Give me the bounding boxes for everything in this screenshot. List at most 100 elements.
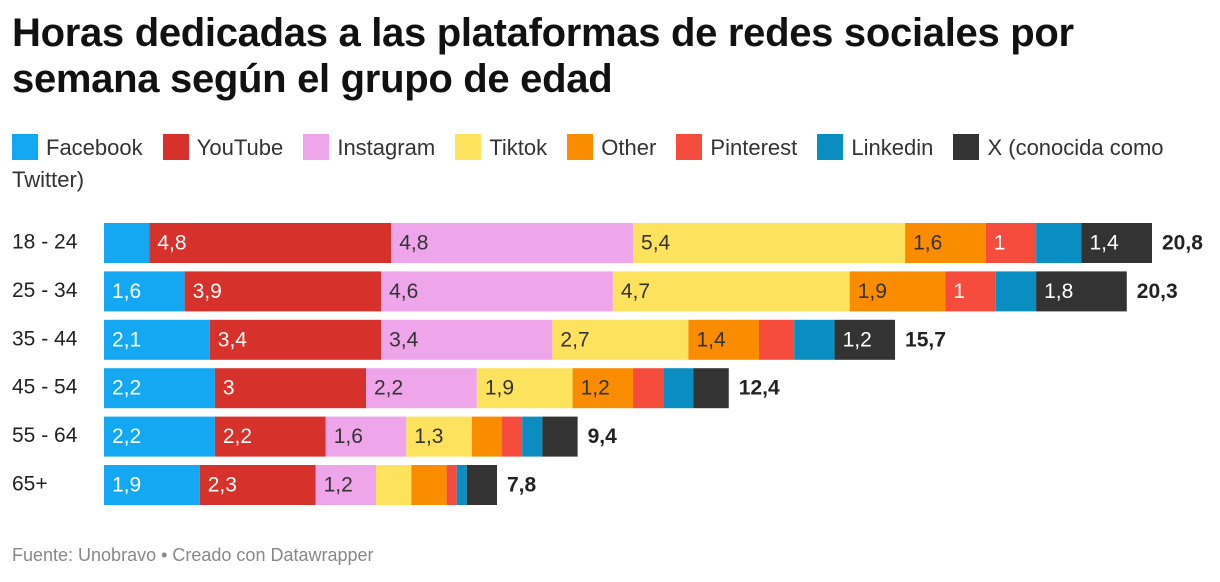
bar-segment: [184, 271, 382, 312]
bar-segment: [572, 368, 634, 409]
value-label: 1: [953, 280, 965, 303]
y-tick-label: 25 - 34: [12, 279, 78, 302]
legend-label: YouTube: [196, 135, 284, 160]
bar-segment: [214, 368, 366, 409]
bar-segment: [794, 319, 835, 360]
value-label: 4,8: [157, 232, 186, 255]
value-label: 1,9: [112, 474, 141, 497]
value-label: 4,6: [389, 280, 418, 303]
bar-segment: [214, 416, 326, 457]
legend-item: Instagram: [303, 134, 436, 160]
bar-segment: [104, 465, 200, 505]
value-label: 1: [994, 232, 1006, 255]
bar-segment: [693, 368, 729, 409]
bar-segment: [663, 368, 694, 409]
value-label: 1,9: [858, 280, 887, 303]
legend-label: Facebook: [46, 135, 143, 160]
value-label: 2,3: [208, 474, 237, 497]
bar-segment: [633, 368, 664, 409]
bar-segment: [522, 416, 543, 457]
source-note: Fuente: Unobravo • Creado con Datawrappe…: [12, 545, 374, 565]
bar-segment: [104, 416, 215, 457]
value-label: 1,2: [581, 377, 610, 400]
value-label: 2,2: [112, 425, 141, 448]
value-label: 3: [223, 377, 235, 400]
value-label: 5,4: [641, 232, 671, 255]
value-label: 1,2: [324, 474, 353, 497]
total-label: 12,4: [739, 377, 780, 400]
bar-segment: [104, 271, 185, 312]
value-label: 1,9: [485, 377, 514, 400]
legend-item: X (conocida como Twitter): [12, 134, 1164, 192]
total-label: 7,8: [507, 474, 537, 497]
y-tick-label: 18 - 24: [12, 231, 78, 254]
value-label: 2,2: [223, 425, 252, 448]
bar-segment: [1081, 223, 1152, 263]
legend-swatch: [162, 134, 189, 160]
legend-label: Other: [601, 135, 657, 160]
legend-label: Tiktok: [489, 135, 548, 160]
legend-label: Linkedin: [851, 135, 934, 160]
legend-item: Facebook: [12, 134, 143, 160]
legend-label: Pinterest: [710, 135, 798, 160]
legend-item: Pinterest: [676, 134, 798, 160]
bar-segment: [633, 223, 906, 263]
value-label: 1,8: [1044, 280, 1073, 303]
y-tick-label: 45 - 54: [12, 376, 78, 399]
total-label: 15,7: [905, 328, 946, 351]
legend-swatch: [953, 134, 980, 160]
value-label: 1,2: [843, 328, 872, 351]
bar-segment: [612, 271, 850, 312]
bar-segment: [1036, 271, 1127, 312]
bar-segment: [552, 319, 689, 360]
legend-item: Tiktok: [455, 134, 548, 160]
bar-segment: [104, 368, 215, 409]
legend-label: X (conocida como Twitter): [12, 135, 1164, 192]
bar-segment: [446, 465, 457, 505]
value-label: 3,4: [218, 328, 248, 351]
value-label: 1,6: [334, 425, 363, 448]
bar-segment: [945, 271, 996, 312]
chart: 18 - 24 4,8 4,8 5,4 1,6 1 1,4 20,8 25 - 34 1,6 3,9…: [12, 223, 1203, 505]
bar-segment: [834, 319, 896, 360]
legend-swatch: [567, 134, 594, 160]
bar-segment: [502, 416, 523, 457]
total-label: 20,8: [1162, 232, 1203, 255]
legend-item: YouTube: [162, 134, 284, 160]
legend-label: Instagram: [337, 135, 436, 160]
bar-segment: [542, 416, 578, 457]
value-label: 1,4: [1089, 232, 1119, 255]
y-tick-label: 55 - 64: [12, 424, 78, 447]
legend-swatch: [817, 134, 844, 160]
bar-segment: [1036, 223, 1082, 263]
chart-title: Horas dedicadas a las plataformas de red…: [12, 11, 1074, 101]
value-label: 3,9: [193, 280, 222, 303]
bar-segment: [456, 465, 467, 505]
bar-segment: [104, 223, 150, 263]
value-label: 2,1: [112, 328, 141, 351]
value-label: 1,6: [112, 280, 141, 303]
value-label: 3,4: [389, 328, 419, 351]
bar-segment: [149, 223, 392, 263]
bar-segment: [466, 465, 497, 505]
bar-segment: [406, 416, 472, 457]
bar-segment: [411, 465, 447, 505]
legend: Facebook YouTube Instagram Tiktok Other …: [12, 132, 1202, 196]
legend-swatch: [455, 134, 482, 160]
bar-segment: [985, 223, 1037, 263]
y-tick-label: 35 - 44: [12, 327, 78, 350]
bar-segment: [759, 319, 795, 360]
value-label: 1,6: [913, 232, 942, 255]
total-label: 20,3: [1137, 280, 1178, 303]
value-label: 2,2: [112, 377, 141, 400]
bar-segment: [471, 416, 503, 457]
legend-item: Linkedin: [817, 134, 934, 160]
legend-swatch: [12, 134, 38, 160]
value-label: 1,4: [696, 328, 726, 351]
bar-segment: [315, 465, 377, 505]
value-label: 4,7: [621, 280, 650, 303]
bar-segment: [366, 368, 477, 409]
bar-segment: [376, 465, 412, 505]
bar-segment: [849, 271, 946, 312]
